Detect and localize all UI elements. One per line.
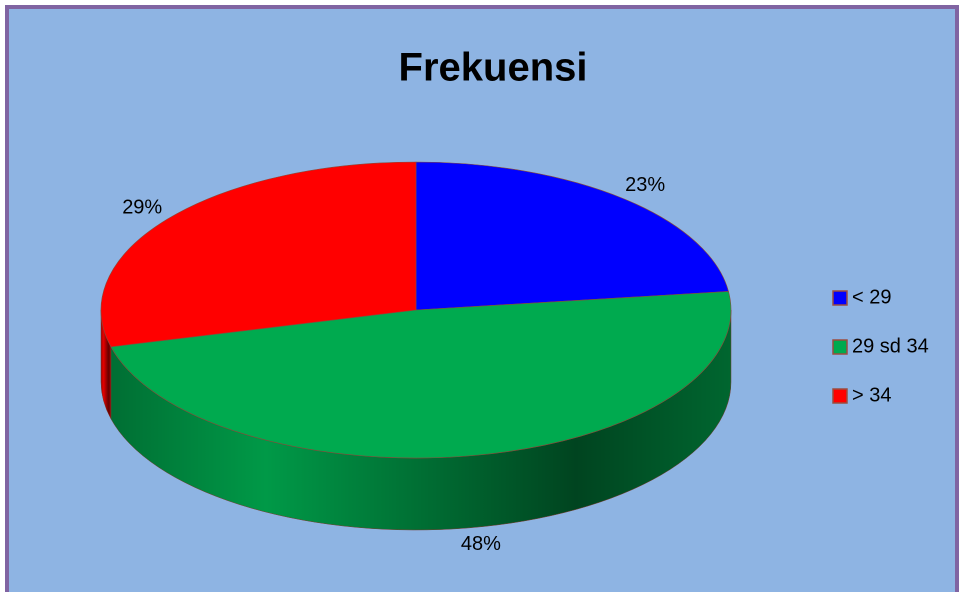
legend-label: 29 sd 34	[852, 335, 929, 357]
legend-label: < 29	[852, 286, 891, 308]
pie: 23% 48% 29%	[100, 161, 732, 555]
data-label: 23%	[625, 174, 665, 196]
data-label: 48%	[461, 533, 501, 555]
legend-swatch	[832, 290, 848, 306]
legend-swatch	[832, 339, 848, 355]
slice	[110, 291, 732, 459]
chart-title: Frekuensi	[399, 46, 588, 90]
legend-label: > 34	[852, 384, 891, 406]
slice	[100, 161, 417, 348]
slice	[415, 161, 729, 311]
data-label: 29%	[122, 197, 162, 219]
legend: < 29 29 sd 34 > 34	[832, 286, 929, 406]
legend-swatch	[832, 388, 848, 404]
